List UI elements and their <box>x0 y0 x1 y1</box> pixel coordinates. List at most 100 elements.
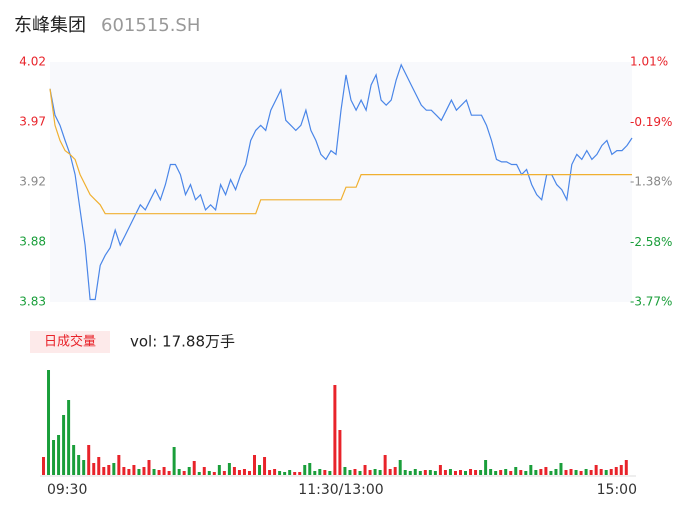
volume-bar <box>293 472 297 475</box>
volume-bar <box>559 463 563 475</box>
volume-bar <box>509 471 513 475</box>
volume-bar <box>564 470 568 475</box>
volume-bar <box>549 471 553 475</box>
volume-bar <box>227 463 231 475</box>
volume-bar <box>514 467 518 475</box>
volume-bar <box>187 467 191 475</box>
volume-bar <box>288 470 292 475</box>
y-tick-label: 3.97 <box>19 114 46 128</box>
volume-bar <box>303 465 307 475</box>
volume-bar <box>469 469 473 475</box>
volume-bar <box>172 447 176 475</box>
volume-bar <box>403 470 407 475</box>
volume-bar <box>147 460 151 475</box>
volume-bar <box>323 470 327 475</box>
volume-bar <box>373 469 377 475</box>
y2-tick-label: 1.01% <box>630 55 668 69</box>
volume-bar <box>413 469 417 475</box>
volume-bar <box>222 471 226 475</box>
volume-bar <box>42 457 45 475</box>
volume-bar <box>232 467 236 475</box>
volume-bar <box>544 467 548 475</box>
volume-bar <box>448 469 452 475</box>
volume-bar <box>443 470 447 475</box>
volume-bar <box>177 469 181 475</box>
volume-bar <box>343 467 347 475</box>
volume-bar <box>77 455 81 475</box>
volume-bar <box>489 469 493 475</box>
volume-bar <box>388 469 392 475</box>
volume-bar <box>574 470 578 475</box>
volume-bar <box>167 471 171 475</box>
volume-bar <box>438 465 442 475</box>
volume-bar <box>192 461 196 475</box>
volume-bar <box>338 430 342 475</box>
volume-bar <box>459 470 462 475</box>
volume-bar <box>212 472 216 475</box>
volume-bar <box>202 467 206 475</box>
volume-bar <box>237 470 241 475</box>
price-line <box>49 63 633 301</box>
volume-bar <box>258 465 262 475</box>
plot-bg <box>50 62 632 302</box>
volume-bar <box>499 470 503 475</box>
volume-bar <box>579 471 583 475</box>
volume-bar <box>217 465 221 475</box>
volume-bar <box>87 445 91 475</box>
volume-bar <box>604 470 608 475</box>
volume-bar <box>268 470 272 475</box>
volume-bar <box>82 460 86 475</box>
volume-bar <box>137 469 141 475</box>
volume-bar <box>353 469 357 475</box>
volume-bar <box>152 469 156 475</box>
volume-bar <box>398 460 402 475</box>
y2-tick-label: -0.19% <box>630 115 672 129</box>
volume-bar <box>423 470 427 475</box>
volume-bar <box>519 470 523 475</box>
volume-bar <box>97 457 101 475</box>
volume-bar <box>207 471 211 475</box>
y2-tick-label: -1.38% <box>630 175 672 189</box>
volume-bar <box>107 465 111 475</box>
volume-bar <box>464 471 468 475</box>
volume-bar <box>127 469 131 475</box>
volume-bar <box>539 469 543 475</box>
y-tick-label: 3.92 <box>19 175 46 189</box>
volume-bar <box>47 370 51 475</box>
volume-bar <box>263 457 267 475</box>
volume-bar <box>453 471 457 475</box>
volume-bar <box>584 469 588 475</box>
volume-bar <box>157 470 161 475</box>
volume-bar <box>393 467 397 475</box>
volume-bar <box>142 467 146 475</box>
y-tick-label: 4.02 <box>19 55 46 69</box>
volume-bar <box>524 471 528 475</box>
volume-bar <box>283 472 287 475</box>
volume-readout: vol: 17.88万手 <box>130 333 235 351</box>
volume-bar <box>418 471 422 475</box>
volume-bar <box>92 463 96 475</box>
volume-bar <box>328 471 332 475</box>
volume-bar <box>132 465 136 475</box>
volume-bar <box>599 469 603 475</box>
volume-bar <box>504 469 508 475</box>
volume-bar <box>67 400 71 475</box>
volume-label: 日成交量 <box>44 334 96 350</box>
volume-bar <box>433 471 437 475</box>
volume-bar <box>624 460 628 475</box>
volume-bar <box>554 469 558 475</box>
volume-bar <box>614 467 618 475</box>
volume-bar <box>122 467 126 475</box>
volume-bar <box>594 465 598 475</box>
volume-bar <box>358 471 362 475</box>
volume-bar <box>313 471 317 475</box>
volume-bar <box>318 469 322 475</box>
stock-code: 601515.SH <box>101 15 200 36</box>
volume-bar <box>52 440 56 475</box>
volume-bar <box>609 469 613 475</box>
volume-bar <box>378 470 382 475</box>
volume-bar <box>589 470 593 475</box>
volume-bar <box>242 469 246 475</box>
volume-bar <box>619 465 623 475</box>
